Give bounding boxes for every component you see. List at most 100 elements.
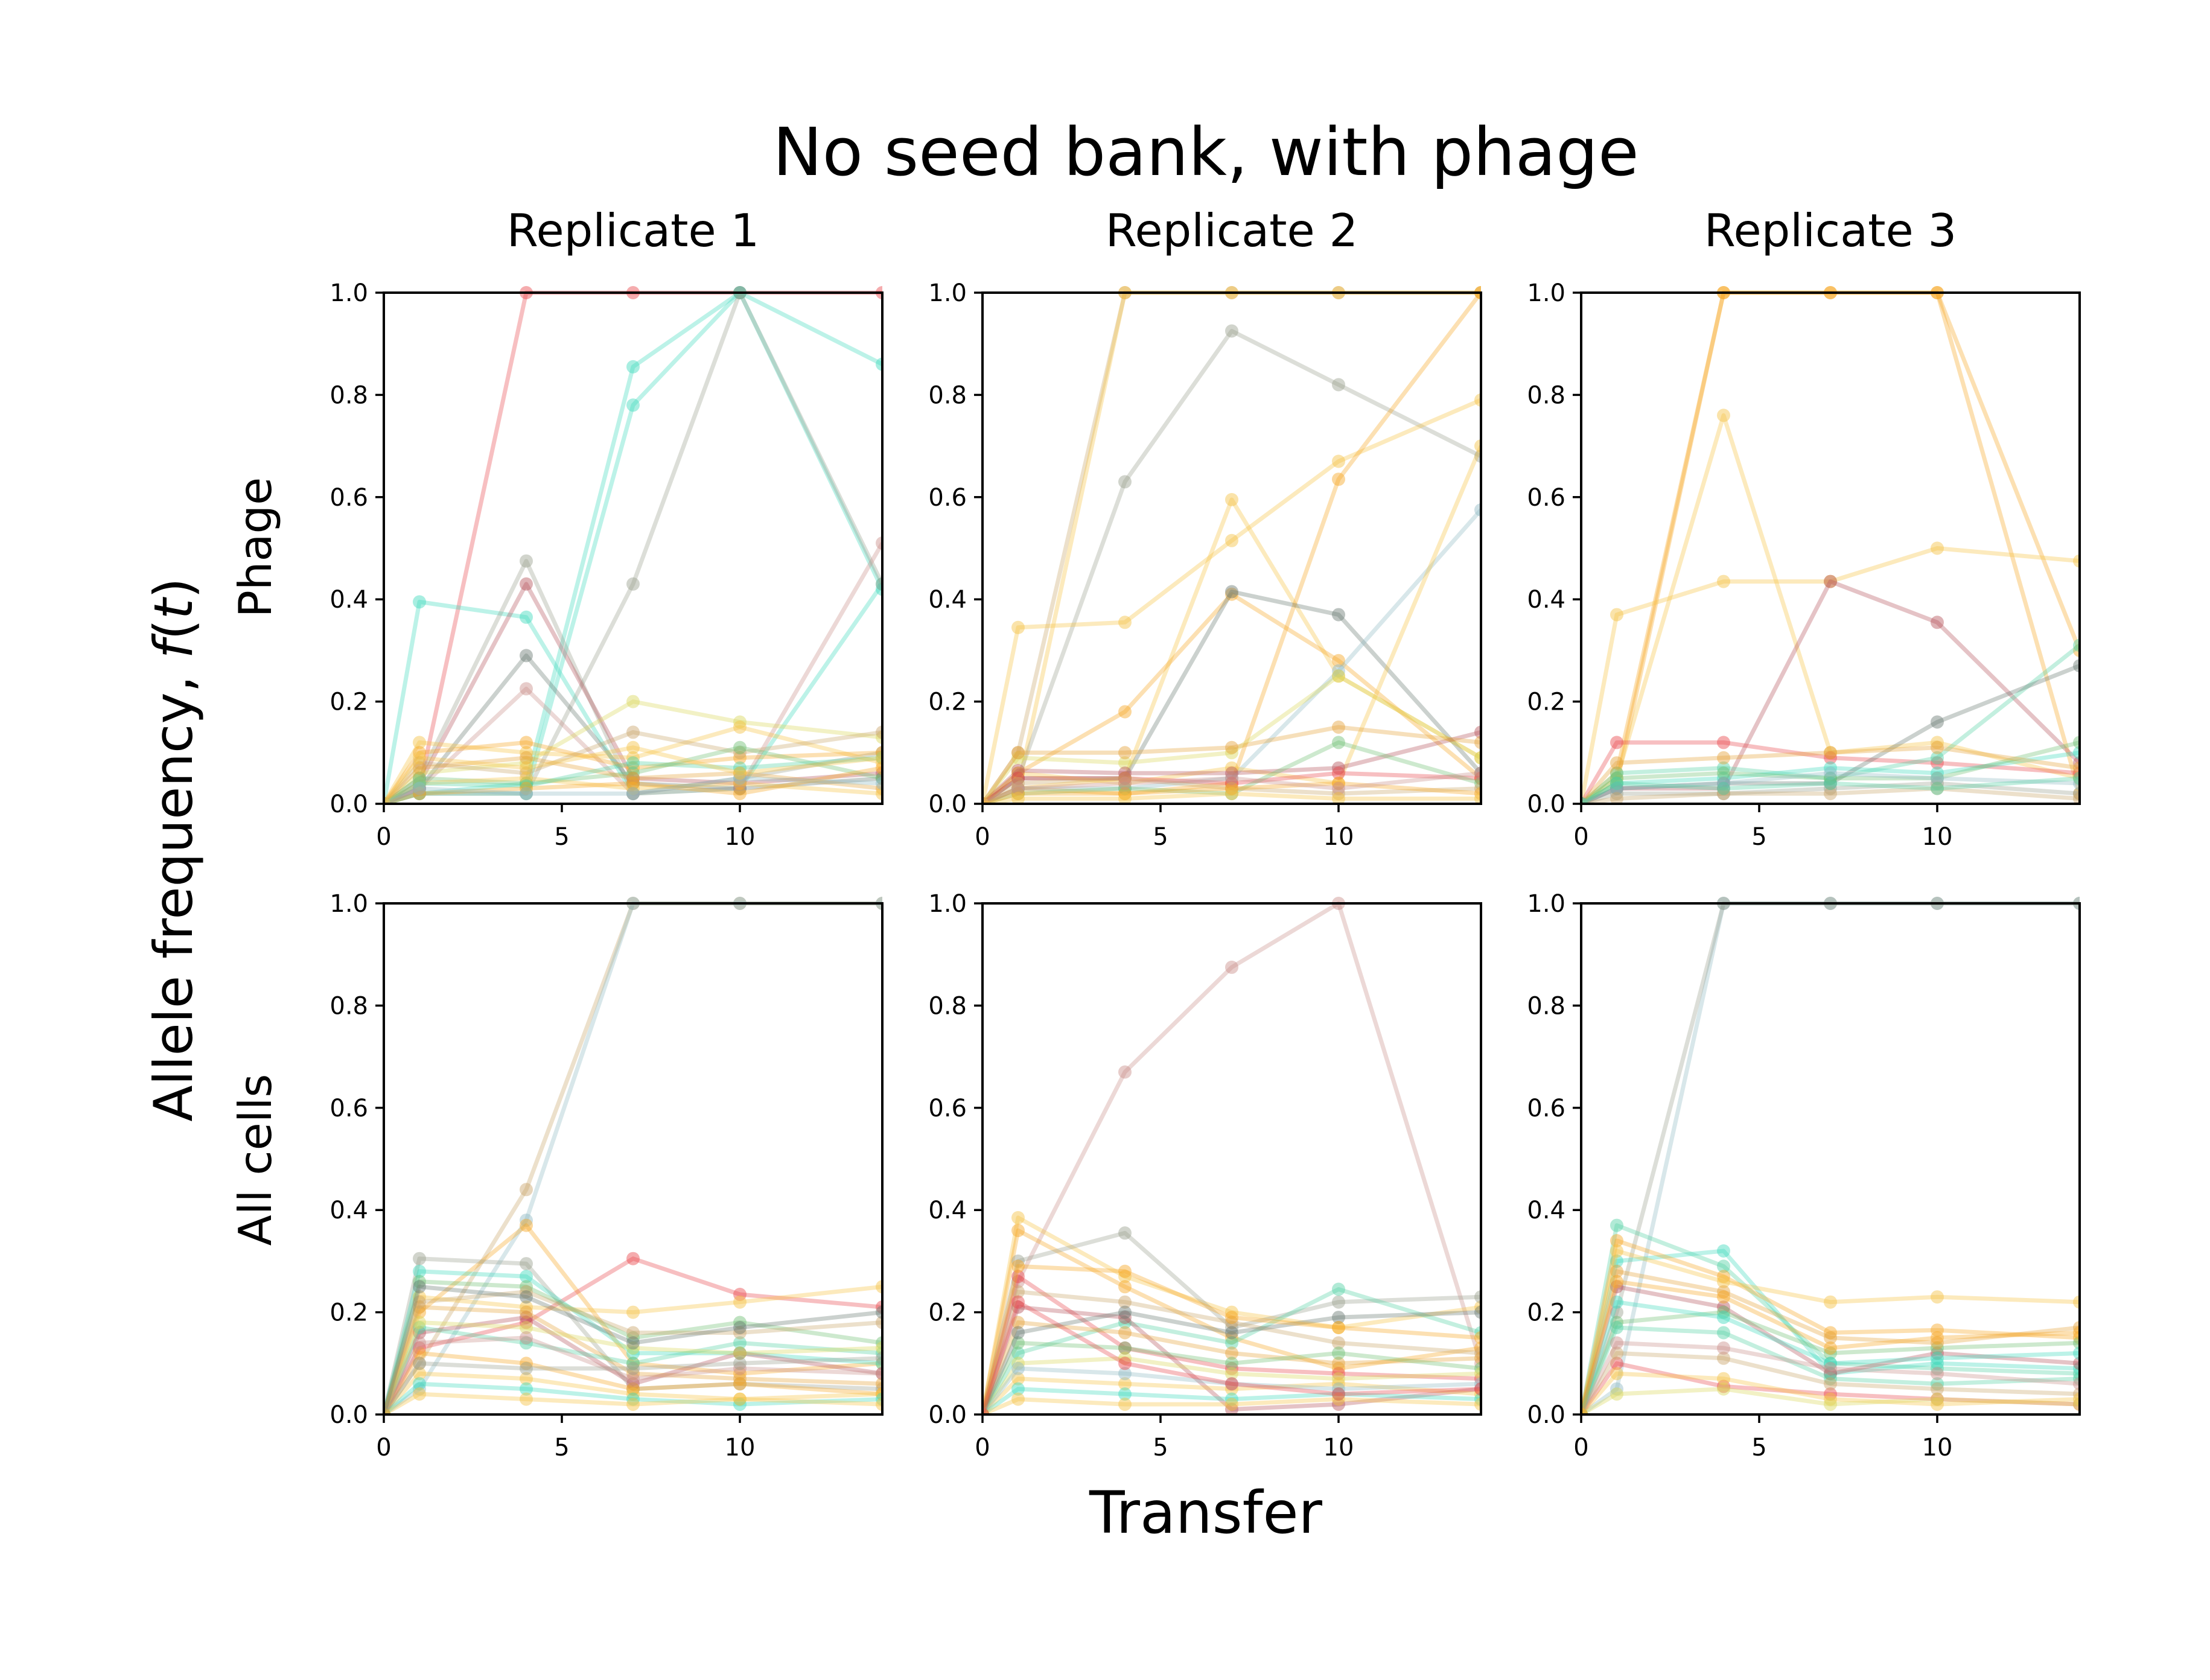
panel-phage-replicate-3-series-3-point-0 — [1581, 797, 1588, 804]
panel-phage-replicate-2-series-0-point-0 — [982, 797, 989, 804]
panel-all-cells-replicate-1-series-5-point-2 — [520, 1270, 533, 1284]
panel-all-cells-replicate-1-series-8-line — [384, 1315, 882, 1414]
panel-all-cells-replicate-3-series-13-point-5 — [2073, 1346, 2080, 1360]
panel-phage-replicate-1-series-9-point-0 — [384, 797, 390, 804]
panel-all-cells-replicate-1-series-15-point-0 — [384, 1408, 390, 1414]
panel-phage-replicate-2-series-7-point-2 — [1118, 771, 1132, 785]
panel-all-cells-replicate-1-series-8-point-2 — [520, 1311, 533, 1325]
panel-all-cells-replicate-3-series-8-point-3 — [1824, 1346, 1837, 1360]
panel-all-cells-replicate-1-series-12 — [384, 1367, 882, 1414]
panel-phage-replicate-3-series-5 — [1581, 736, 2080, 804]
panel-phage-replicate-3: 0.0 0.2 0.4 0.6 0.8 1.0 0 5 10 — [1527, 279, 2081, 851]
panel-phage-replicate-2-series-2 — [982, 324, 1481, 804]
panel-phage-replicate-2-series-10-point-0 — [982, 797, 989, 804]
panel-all-cells-replicate-3-series-3-point-1 — [1610, 1254, 1623, 1268]
panel-all-cells-replicate-3-series-14-point-3 — [1824, 1361, 1837, 1375]
panel-phage-replicate-1-series-11-point-4 — [733, 751, 747, 765]
panel-phage-replicate-1-series-2-point-0 — [384, 797, 390, 804]
panel-phage-replicate-3-series-9-point-1 — [1610, 771, 1623, 785]
panel-all-cells-replicate-1-series-13-point-1 — [413, 1316, 426, 1329]
panel-all-cells-replicate-3-series-12-point-1 — [1610, 1367, 1623, 1381]
panel-phage-replicate-2-series-14-point-4 — [1332, 736, 1345, 749]
panel-phage-replicate-1-series-18-point-4 — [733, 771, 747, 785]
panel-phage-replicate-1-xtick-label-2: 10 — [725, 823, 756, 851]
panel-all-cells-replicate-3-series-8-point-0 — [1581, 1408, 1588, 1414]
panel-all-cells-replicate-1-series-6 — [384, 1280, 882, 1414]
panel-all-cells-replicate-3-series-15-point-3 — [1824, 1398, 1837, 1411]
panel-phage-replicate-1-series-4-point-2 — [520, 787, 533, 801]
panel-all-cells-replicate-2-series-12-point-1 — [1011, 1382, 1025, 1396]
panel-phage-replicate-1-series-4-point-0 — [384, 797, 390, 804]
panel-phage-replicate-3-series-5-point-1 — [1610, 736, 1623, 749]
panel-all-cells-replicate-1-series-13 — [384, 1316, 882, 1414]
panel-phage-replicate-1-series-17-line — [384, 766, 882, 804]
panel-phage-replicate-2-series-7-point-4 — [1332, 608, 1345, 622]
panel-phage-replicate-2-series-15-point-3 — [1225, 781, 1238, 795]
panel-all-cells-replicate-1-series-10-point-1 — [413, 1321, 426, 1334]
panel-phage-replicate-2-series-15-point-5 — [1474, 781, 1481, 795]
panel-all-cells-replicate-1-series-18 — [384, 1280, 882, 1414]
panel-phage-replicate-1-series-9 — [384, 695, 882, 804]
panel-phage-replicate-1-frame — [383, 291, 884, 805]
panel-phage-replicate-1-ytick-label-3: 0.6 — [330, 484, 368, 512]
panel-phage-replicate-1-series-18-point-1 — [413, 781, 426, 795]
panel-all-cells-replicate-1-series-9-point-5 — [876, 1377, 882, 1391]
panel-phage-replicate-3-series-9-point-4 — [1931, 771, 1944, 785]
panel-phage-replicate-3-series-8-point-2 — [1717, 777, 1730, 791]
panel-phage-replicate-1-series-19-point-1 — [413, 751, 426, 765]
panel-all-cells-replicate-1-series-11-point-5 — [876, 1387, 882, 1401]
panel-all-cells-replicate-1-xtick-label-0: 0 — [376, 1434, 391, 1462]
panel-all-cells-replicate-3-series-9-point-1 — [1610, 1264, 1623, 1278]
panel-phage-replicate-2-series-2-line — [982, 329, 1481, 804]
panel-phage-replicate-2-ytick-label-1: 0.2 — [928, 689, 967, 716]
panel-phage-replicate-1-series-5-point-5 — [876, 746, 882, 760]
panel-all-cells-replicate-2-ytick-label-5: 1.0 — [928, 890, 967, 918]
panel-phage-replicate-1-series-10-point-0 — [384, 797, 390, 804]
panel-all-cells-replicate-3-ytick-label-2: 0.4 — [1527, 1197, 1565, 1224]
panel-all-cells-replicate-3-series-14-point-2 — [1717, 1341, 1730, 1355]
panel-all-cells-replicate-1-series-11-point-2 — [520, 1357, 533, 1370]
panel-phage-replicate-1-series-3-point-0 — [384, 797, 390, 804]
panel-all-cells-replicate-1-series-9-point-1 — [413, 1300, 426, 1314]
panel-phage-replicate-1-series-4-point-1 — [413, 787, 426, 801]
panel-phage-replicate-3-series-5-point-5 — [2073, 766, 2080, 780]
panel-all-cells-replicate-3-series-13-point-4 — [1931, 1351, 1944, 1365]
panel-phage-replicate-1-series-13-point-0 — [384, 797, 390, 804]
panel-phage-replicate-1-series-8-line — [384, 542, 882, 804]
panel-phage-replicate-3-series-3-point-5 — [2073, 554, 2080, 568]
panel-phage-replicate-1-series-6-point-0 — [384, 797, 390, 804]
panel-phage-replicate-2-ytick-label-3: 0.6 — [928, 484, 967, 512]
panel-all-cells-replicate-2-series-1-point-4 — [1332, 1321, 1345, 1334]
panel-phage-replicate-1-series-13-point-2 — [520, 777, 533, 791]
panel-phage-replicate-1-series-10-point-1 — [413, 736, 426, 749]
panel-all-cells-replicate-3-series-16-line — [1581, 1279, 2080, 1414]
panel-phage-replicate-3-series-4-point-3 — [1824, 574, 1837, 588]
panel-all-cells-replicate-2-series-2-point-3 — [1225, 1331, 1238, 1344]
panel-all-cells-replicate-2-series-0-point-1 — [1011, 1274, 1025, 1288]
panel-phage-replicate-2-series-11-point-1 — [1011, 763, 1025, 777]
panel-all-cells-replicate-3-series-10-point-4 — [1931, 1377, 1944, 1391]
panel-all-cells-replicate-2-series-7-point-3 — [1225, 1316, 1238, 1329]
panel-all-cells-replicate-1-series-8-point-3 — [626, 1377, 640, 1391]
panel-all-cells-replicate-3-series-5-point-4 — [1931, 1290, 1944, 1304]
panel-phage-replicate-2-series-18-point-1 — [1011, 792, 1025, 804]
panel-all-cells-replicate-3-series-3-point-3 — [1824, 1367, 1837, 1381]
panel-all-cells-replicate-1-series-17-point-3 — [626, 1361, 640, 1375]
panel-phage-replicate-1-series-11 — [384, 736, 882, 804]
x-axis-label: Transfer — [1089, 1479, 1323, 1547]
panel-all-cells-replicate-3-series-8-point-1 — [1610, 1316, 1623, 1329]
panel-phage-replicate-3-series-1-point-5 — [2073, 643, 2080, 657]
panel-phage-replicate-1-series-13 — [384, 740, 882, 804]
panel-phage-replicate-2-series-9-point-1 — [1011, 751, 1025, 765]
panel-all-cells-replicate-1-series-12-point-3 — [626, 1387, 640, 1401]
panel-all-cells-replicate-3-series-12-point-4 — [1931, 1398, 1944, 1411]
panel-phage-replicate-2-series-16-point-3 — [1225, 781, 1238, 795]
panel-phage-replicate-2-series-17-point-2 — [1118, 777, 1132, 791]
panel-phage-replicate-2-series-6-line — [982, 592, 1481, 804]
panel-all-cells-replicate-1-series-5-line — [384, 1269, 882, 1414]
panel-all-cells-replicate-2-series-6-point-5 — [1474, 1382, 1481, 1396]
panel-all-cells-replicate-2-series-7-point-4 — [1332, 1336, 1345, 1350]
panel-all-cells-replicate-2-series-6-point-1 — [1011, 1300, 1025, 1314]
panel-all-cells-replicate-3-series-16-point-4 — [1931, 1331, 1944, 1344]
panel-all-cells-replicate-2-series-13-point-5 — [1474, 1305, 1481, 1319]
